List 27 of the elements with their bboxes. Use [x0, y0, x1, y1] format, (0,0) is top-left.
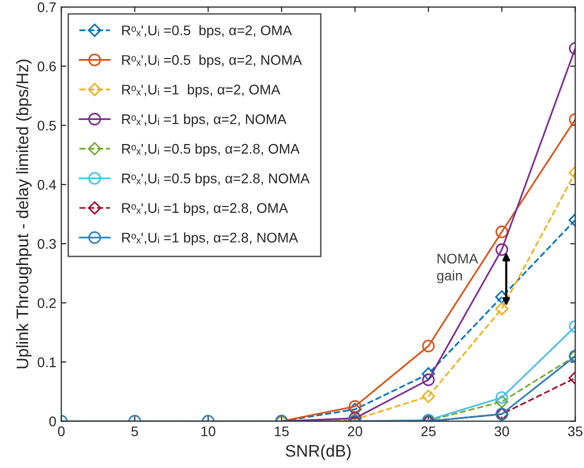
legend-label: Rᵒₓ',Uᵢ =1 bps, α=2.8, OMA: [122, 202, 288, 216]
x-tick-label: 20: [348, 426, 362, 436]
x-axis-title: SNR(dB): [286, 444, 351, 460]
y-tick-label: 0.4: [38, 180, 56, 190]
x-tick-label: 35: [568, 426, 582, 436]
x-tick-label: 25: [421, 426, 436, 436]
x-tick-label: 0: [58, 426, 65, 436]
legend-label: Rᵒₓ',Uᵢ =1 bps, α=2.8, NOMA: [122, 232, 298, 246]
x-tick-label: 10: [201, 426, 216, 436]
legend-label: Rᵒₓ',Uᵢ =0.5 bps, α=2.8, NOMA: [122, 173, 310, 186]
y-tick-label: 0.6: [38, 62, 56, 72]
y-tick-label: 0.5: [38, 120, 56, 131]
legend-label: Rᵒₓ',Uᵢ =0.5 bps, α=2.8, OMA: [122, 144, 300, 156]
y-tick-label: 0.2: [38, 298, 56, 308]
y-tick-label: 0.3: [38, 239, 56, 249]
annotation: NOMA gain: [437, 254, 478, 284]
y-tick-label: 0.7: [38, 2, 56, 12]
y-axis-title: Uplink Throughput - delay limited (bps/Hz): [16, 60, 32, 368]
x-tick-label: 30: [494, 426, 510, 436]
legend-label: Rᵒₓ',Uᵢ =1 bps, α=2, NOMA: [122, 114, 286, 127]
legend-label: Rᵒₓ',Uᵢ =1 bps, α=2, OMA: [122, 84, 280, 98]
x-tick-label: 15: [274, 426, 289, 436]
y-tick-label: 0: [49, 416, 56, 426]
x-tick-label: 5: [131, 426, 138, 436]
legend-label: Rᵒₓ',Uᵢ =0.5 bps, α=2, NOMA: [122, 54, 302, 68]
legend-label: Rᵒₓ',Uᵢ =0.5 bps, α=2, OMA: [122, 25, 292, 38]
y-tick-label: 0.1: [38, 357, 56, 368]
